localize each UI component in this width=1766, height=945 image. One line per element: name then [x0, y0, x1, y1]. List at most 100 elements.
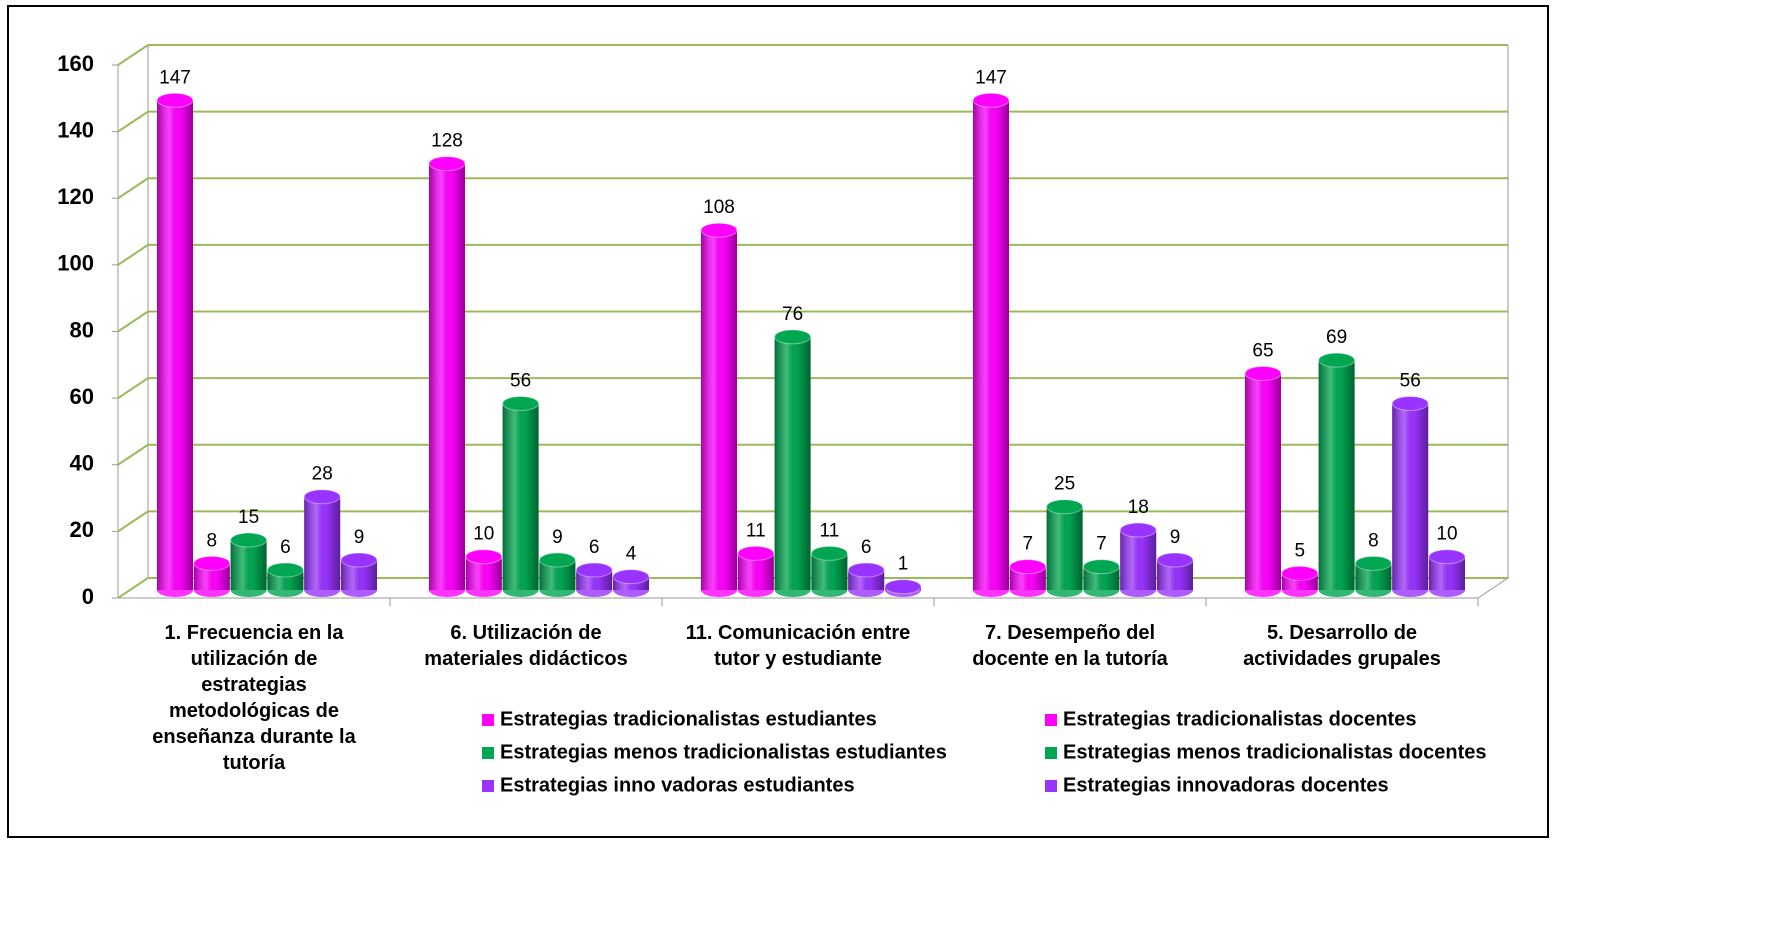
- x-tick-label: 6. Utilización de materiales didácticos: [424, 622, 627, 670]
- bar: [465, 549, 503, 597]
- legend-swatch: [482, 714, 494, 726]
- bar-shade: [701, 230, 737, 590]
- legend-label: Estrategias tradicionalistas docentes: [1063, 708, 1416, 730]
- legend-label: Estrategias menos tradicionalistas estud…: [500, 741, 947, 763]
- bar: [1391, 395, 1429, 597]
- data-label: 18: [1128, 497, 1149, 518]
- data-label: 8: [207, 530, 218, 551]
- bar-top: [230, 532, 268, 548]
- grid-line: [117, 443, 149, 466]
- bar-top: [538, 552, 576, 568]
- y-tick-label: 20: [70, 517, 94, 542]
- data-label: 6: [280, 537, 291, 558]
- y-tick-label: 100: [57, 251, 94, 276]
- x-tick-label: 5. Desarrollo de actividades grupales: [1243, 622, 1441, 670]
- y-tick-label: 160: [57, 51, 94, 76]
- grid-line: [117, 244, 149, 266]
- legend-swatch: [1045, 747, 1057, 759]
- bar: [230, 532, 268, 597]
- bar: [193, 555, 231, 597]
- data-label: 128: [431, 131, 463, 152]
- bar: [972, 92, 1010, 597]
- bar: [847, 562, 885, 597]
- bar: [428, 156, 466, 597]
- data-label: 9: [552, 527, 563, 548]
- bar-top: [847, 562, 885, 578]
- legend-label: Estrategias menos tradicionalistas docen…: [1063, 741, 1487, 763]
- bar: [810, 545, 848, 597]
- x-tick-label: 11. Comunicación entre tutor y estudiante: [686, 622, 911, 670]
- bar: [1318, 352, 1356, 597]
- bar: [538, 552, 576, 597]
- bar: [884, 579, 922, 597]
- data-label: 9: [354, 527, 365, 548]
- grid-line: [117, 377, 149, 399]
- bar-top: [502, 395, 540, 411]
- bar-top: [700, 222, 738, 238]
- grid-line: [117, 577, 149, 599]
- bar: [266, 562, 304, 597]
- data-label: 8: [1368, 530, 1379, 551]
- y-tick-label: 120: [57, 184, 94, 209]
- y-tick-label: 40: [70, 451, 94, 476]
- x-tick-label: 7. Desempeño del docente en la tutoría: [972, 622, 1168, 670]
- data-label: 7: [1096, 534, 1107, 555]
- bar-top: [1082, 559, 1120, 575]
- bar: [737, 545, 775, 597]
- data-label: 108: [703, 197, 735, 218]
- legend-label: Estrategias tradicionalistas estudiantes: [500, 708, 877, 730]
- legend-swatch: [482, 780, 494, 792]
- x-tick-label: 1. Frecuencia en la utilización de estrate…: [152, 622, 356, 774]
- y-tick-label: 0: [82, 584, 94, 609]
- bar-shade: [429, 163, 465, 590]
- bar-top: [575, 562, 613, 578]
- grid-line: [117, 510, 149, 533]
- bar: [502, 395, 540, 597]
- bar-top: [1428, 549, 1466, 565]
- data-label: 147: [159, 67, 191, 88]
- data-label: 56: [510, 370, 531, 391]
- bar-shade: [1392, 403, 1429, 590]
- bar-top: [266, 562, 304, 578]
- bar-top: [1354, 555, 1392, 571]
- bar-top: [1391, 395, 1429, 411]
- bar-top: [1318, 352, 1356, 368]
- bar-top: [972, 92, 1010, 108]
- data-label: 11: [820, 520, 840, 541]
- bar: [340, 552, 378, 597]
- data-label: 147: [975, 67, 1007, 88]
- bar-shade: [230, 540, 267, 590]
- bar: [303, 489, 341, 597]
- bar: [575, 562, 613, 597]
- data-label: 25: [1054, 474, 1075, 495]
- bar-shade: [973, 100, 1009, 591]
- data-label: 4: [626, 544, 637, 565]
- bar-top: [193, 555, 231, 571]
- bar-top: [612, 569, 650, 585]
- data-label: 15: [238, 507, 259, 528]
- bar-shade: [1120, 530, 1157, 590]
- bar-top: [1046, 499, 1084, 515]
- bar-shade: [1245, 373, 1281, 590]
- bar-top: [156, 92, 194, 108]
- bar-top: [428, 156, 466, 172]
- legend-swatch: [482, 747, 494, 759]
- bar: [1354, 555, 1392, 597]
- data-label: 11: [746, 520, 766, 541]
- bar-shade: [502, 403, 539, 590]
- legend-swatch: [1045, 714, 1057, 726]
- bar-shade: [304, 496, 341, 590]
- data-label: 9: [1170, 527, 1181, 548]
- bar: [1244, 365, 1282, 597]
- y-tick-label: 60: [70, 384, 94, 409]
- bar: [700, 222, 738, 597]
- data-label: 10: [473, 524, 494, 545]
- data-label: 7: [1023, 534, 1034, 555]
- grid-line: [117, 44, 149, 66]
- bar-shade: [1046, 506, 1083, 590]
- grid-line: [117, 110, 149, 133]
- bar-top: [340, 552, 378, 568]
- bar: [1281, 565, 1319, 597]
- bar-top: [884, 579, 922, 595]
- bar-top: [1009, 559, 1047, 575]
